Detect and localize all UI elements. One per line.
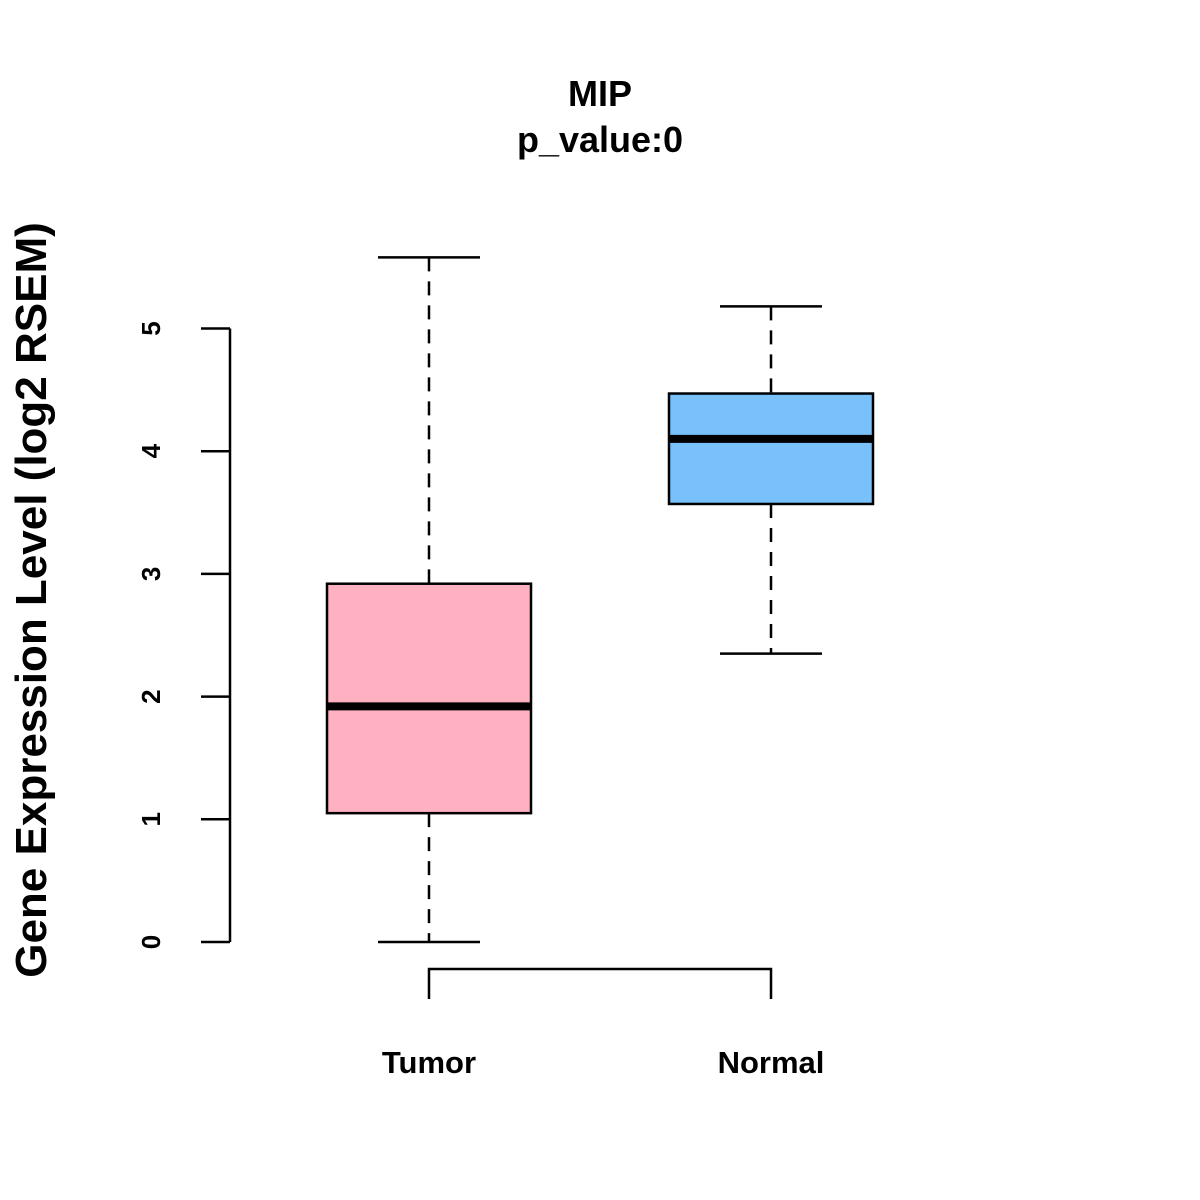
box-normal	[667, 305, 875, 655]
chart-title: MIP	[568, 73, 632, 114]
box-tumor	[325, 256, 533, 944]
y-axis: 0 1 2 3 4 5	[136, 321, 232, 949]
iqr-box-normal	[667, 392, 875, 506]
category-labels: Tumor Normal	[382, 1045, 824, 1080]
iqr-box-tumor	[325, 582, 533, 815]
y-tick-label-4: 4	[136, 443, 166, 458]
y-tick-label-1: 1	[136, 812, 166, 826]
y-tick-label-2: 2	[136, 689, 166, 703]
y-tick-label-0: 0	[136, 935, 166, 949]
y-axis-label: Gene Expression Level (log2 RSEM)	[7, 222, 56, 978]
comparison-bracket	[427, 967, 773, 999]
boxes	[325, 256, 875, 944]
y-tick-label-3: 3	[136, 567, 166, 581]
category-label-tumor: Tumor	[382, 1045, 476, 1080]
category-label-normal: Normal	[718, 1045, 825, 1080]
bracket-line	[427, 967, 773, 999]
chart-subtitle: p_value:0	[517, 119, 683, 160]
y-tick-label-5: 5	[136, 321, 166, 335]
